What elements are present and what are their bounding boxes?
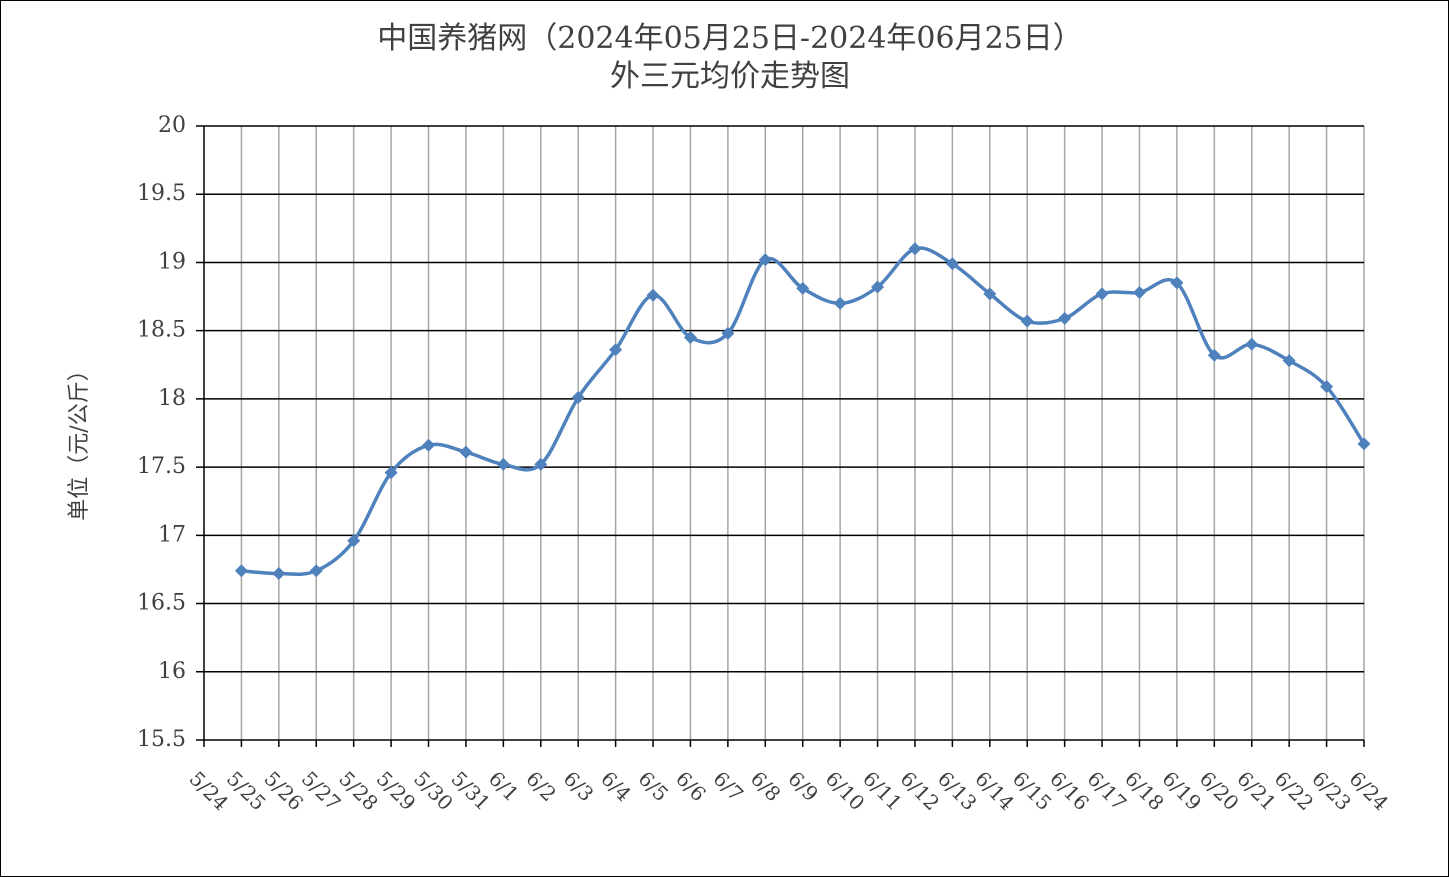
chart-title: 中国养猪网（2024年05月25日-2024年06月25日） xyxy=(377,21,1083,56)
y-axis-label: 单位（元/公斤） xyxy=(67,359,92,520)
marker xyxy=(1058,311,1072,325)
marker xyxy=(833,296,847,310)
marker xyxy=(309,564,323,578)
marker xyxy=(234,564,248,578)
marker xyxy=(908,242,922,256)
marker xyxy=(983,287,997,301)
y-tick-label: 17.5 xyxy=(137,454,186,479)
marker xyxy=(871,280,885,294)
marker xyxy=(1170,276,1184,290)
y-tick-label: 19.5 xyxy=(137,181,186,206)
marker xyxy=(1132,285,1146,299)
y-tick-label: 19 xyxy=(158,249,186,274)
marker xyxy=(646,288,660,302)
y-tick-label: 16 xyxy=(158,659,186,684)
marker xyxy=(1320,380,1334,394)
marker xyxy=(347,534,361,548)
chart-subtitle: 外三元均价走势图 xyxy=(610,59,850,94)
y-tick-label: 17 xyxy=(158,522,186,547)
marker xyxy=(721,326,735,340)
marker xyxy=(758,253,772,267)
marker xyxy=(945,257,959,271)
y-tick-label: 15.5 xyxy=(137,727,186,752)
marker xyxy=(422,438,436,452)
marker xyxy=(1207,348,1221,362)
marker xyxy=(1095,287,1109,301)
marker xyxy=(496,457,510,471)
marker xyxy=(609,343,623,357)
marker xyxy=(1245,337,1259,351)
y-tick-label: 20 xyxy=(158,113,186,138)
marker xyxy=(459,445,473,459)
marker xyxy=(683,330,697,344)
marker xyxy=(272,567,286,581)
marker xyxy=(1020,314,1034,328)
marker xyxy=(1282,354,1296,368)
marker xyxy=(534,457,548,471)
marker xyxy=(571,391,585,405)
y-tick-label: 18 xyxy=(158,386,186,411)
marker xyxy=(796,281,810,295)
y-tick-label: 18.5 xyxy=(137,318,186,343)
marker xyxy=(384,466,398,480)
y-tick-label: 16.5 xyxy=(137,591,186,616)
marker xyxy=(1357,437,1371,451)
